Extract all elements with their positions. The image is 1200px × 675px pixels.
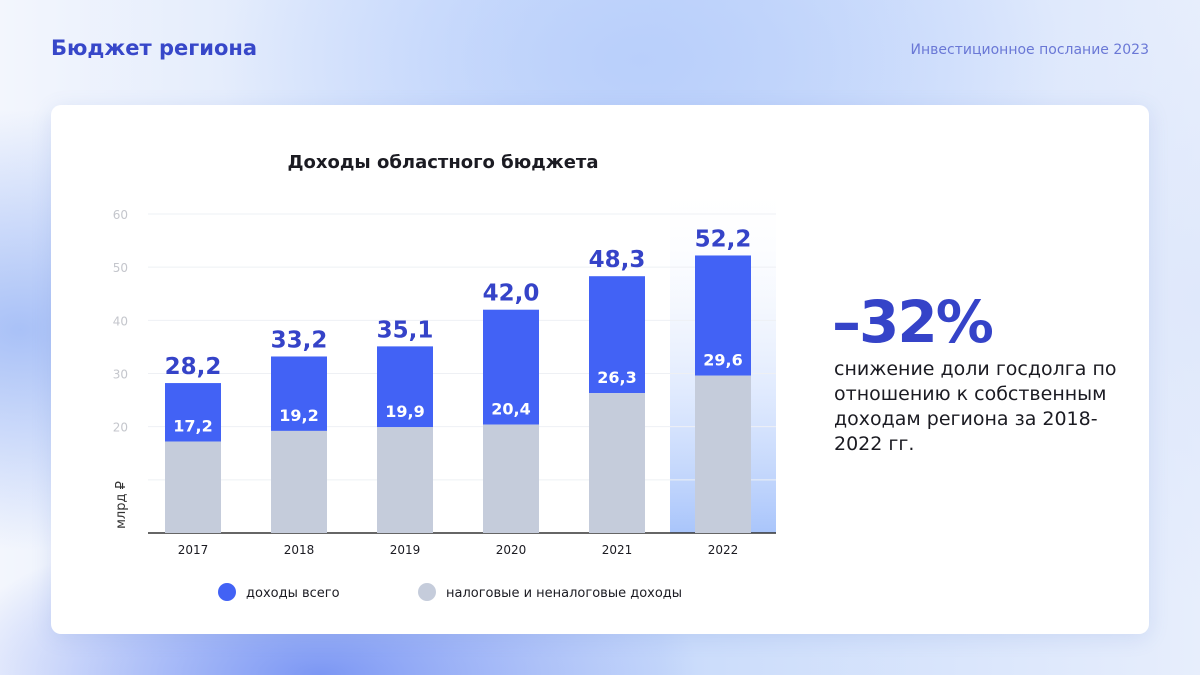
total-data-label: 42,0 <box>483 281 540 307</box>
bar-total-2019 <box>377 346 433 428</box>
tax-data-label: 17,2 <box>173 417 212 436</box>
total-data-label: 48,3 <box>589 247 646 273</box>
tax-data-label: 20,4 <box>491 400 530 419</box>
total-data-label: 52,2 <box>695 226 752 252</box>
x-tick-label: 2017 <box>178 543 209 557</box>
tax-data-label: 29,6 <box>703 351 742 370</box>
bar-total-2021 <box>589 276 645 394</box>
y-tick-label: 50 <box>113 261 128 275</box>
x-tick-label: 2019 <box>390 543 421 557</box>
x-tick-label: 2018 <box>284 543 315 557</box>
x-tick-label: 2022 <box>708 543 739 557</box>
bar-total-2017 <box>165 383 221 442</box>
tax-data-label: 19,2 <box>279 406 318 425</box>
chart-title: Доходы областного бюджета <box>288 152 599 173</box>
page-title: Бюджет региона <box>51 36 258 60</box>
y-tick-label: 30 <box>113 368 128 382</box>
legend-label: налоговые и неналоговые доходы <box>446 586 682 601</box>
debt-reduction-text: снижение доли госдолга по отношению к со… <box>834 358 1117 455</box>
x-tick-label: 2021 <box>602 543 633 557</box>
legend-label: доходы всего <box>246 586 340 601</box>
y-tick-label: 60 <box>113 208 128 222</box>
bar-total-2020 <box>483 309 539 425</box>
total-data-label: 28,2 <box>165 354 222 380</box>
legend-marker <box>218 583 236 601</box>
debt-reduction-value: –32% <box>832 288 994 356</box>
bar-total-2018 <box>271 356 327 431</box>
bar-tax-2020 <box>483 424 539 533</box>
tax-data-label: 26,3 <box>597 368 636 387</box>
bar-tax-2021 <box>589 393 645 533</box>
total-data-label: 35,1 <box>377 317 434 343</box>
bar-total-2022 <box>695 255 751 376</box>
x-tick-label: 2020 <box>496 543 527 557</box>
page-subtitle: Инвестиционное послание 2023 <box>910 42 1149 58</box>
y-tick-label: 40 <box>113 314 128 328</box>
y-axis-label: млрд ₽ <box>114 481 129 529</box>
bar-tax-2022 <box>695 375 751 533</box>
total-data-label: 33,2 <box>271 327 328 353</box>
bar-tax-2019 <box>377 427 433 533</box>
legend-marker <box>418 583 436 601</box>
y-tick-label: 20 <box>113 421 128 435</box>
tax-data-label: 19,9 <box>385 402 424 421</box>
bar-tax-2018 <box>271 430 327 533</box>
bar-tax-2017 <box>165 441 221 533</box>
